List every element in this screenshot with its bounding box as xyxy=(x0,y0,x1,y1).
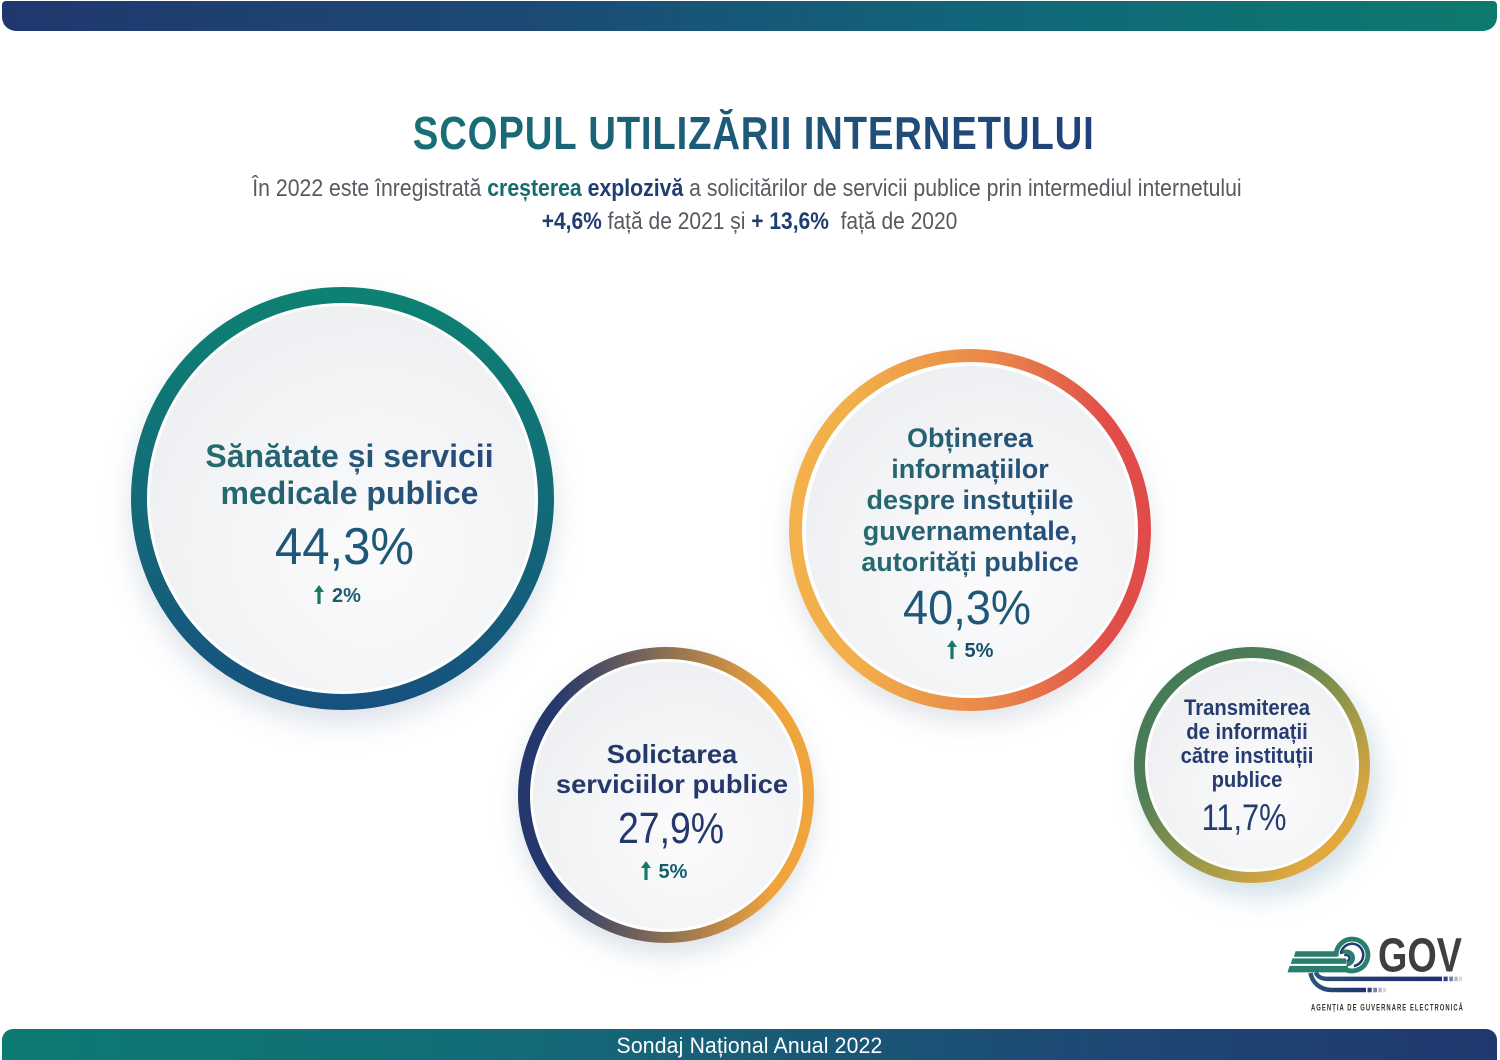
svg-text:AGENȚIA DE GUVERNARE ELECTRONI: AGENȚIA DE GUVERNARE ELECTRONICĂ xyxy=(1311,1002,1464,1013)
svg-text:GOV: GOV xyxy=(1378,930,1462,983)
